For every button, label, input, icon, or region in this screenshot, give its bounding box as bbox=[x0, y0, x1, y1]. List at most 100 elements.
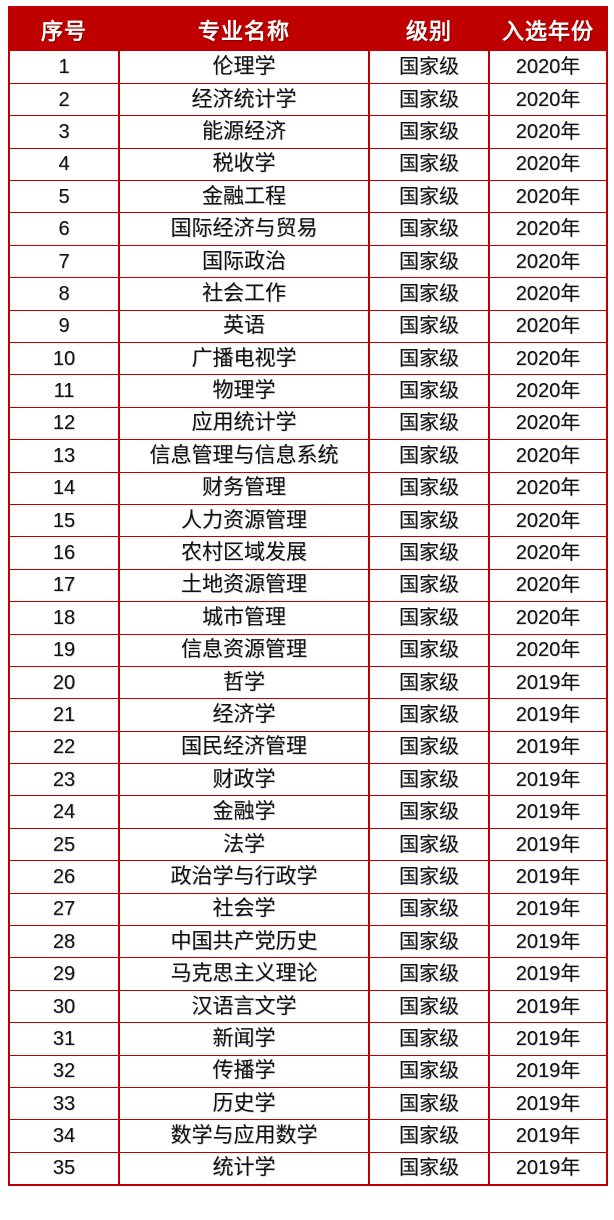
cell-year: 2020年 bbox=[488, 51, 608, 84]
cell-index: 11 bbox=[8, 374, 120, 408]
cell-year: 2020年 bbox=[488, 439, 608, 473]
table-row: 30 汉语言文学 国家级 2019年 bbox=[8, 989, 608, 1024]
cell-level: 国家级 bbox=[368, 342, 490, 376]
table-header: 序号 专业名称 级别 入选年份 bbox=[9, 7, 607, 51]
table-row: 9 英语 国家级 2020年 bbox=[8, 309, 608, 344]
cell-level: 国家级 bbox=[368, 277, 490, 311]
cell-level: 国家级 bbox=[368, 892, 490, 927]
table-row: 34 数学与应用数学 国家级 2019年 bbox=[8, 1119, 608, 1153]
cell-index: 30 bbox=[8, 989, 120, 1024]
cell-year: 2020年 bbox=[488, 503, 608, 538]
cell-index: 33 bbox=[8, 1086, 120, 1121]
cell-level: 国家级 bbox=[368, 471, 490, 505]
cell-name: 传播学 bbox=[118, 1054, 370, 1089]
table-row: 28 中国共产党历史 国家级 2019年 bbox=[8, 925, 608, 959]
cell-name: 历史学 bbox=[118, 1086, 370, 1121]
table-body: 1 伦理学 国家级 2020年 2 经济统计学 国家级 2020年 3 能源经济 国家级 2020年 4… bbox=[8, 51, 608, 1186]
column-header-level: 级别 bbox=[368, 7, 489, 51]
cell-index: 28 bbox=[8, 925, 120, 959]
cell-level: 国家级 bbox=[368, 665, 490, 700]
cell-name: 汉语言文学 bbox=[118, 989, 370, 1024]
cell-name: 马克思主义理论 bbox=[118, 957, 370, 991]
cell-index: 14 bbox=[8, 471, 120, 505]
cell-year: 2019年 bbox=[488, 1086, 608, 1121]
cell-level: 国家级 bbox=[368, 1022, 490, 1056]
cell-name: 城市管理 bbox=[118, 601, 370, 635]
cell-name: 信息管理与信息系统 bbox=[118, 439, 370, 473]
table-row: 35 统计学 国家级 2019年 bbox=[8, 1151, 608, 1186]
column-header-index: 序号 bbox=[9, 7, 119, 51]
column-header-name: 专业名称 bbox=[118, 7, 369, 51]
header-row: 序号 专业名称 级别 入选年份 bbox=[9, 7, 607, 51]
cell-name: 英语 bbox=[118, 309, 370, 344]
cell-year: 2020年 bbox=[488, 309, 608, 344]
cell-name: 国际经济与贸易 bbox=[118, 212, 370, 246]
cell-index: 20 bbox=[8, 665, 120, 700]
cell-level: 国家级 bbox=[368, 633, 490, 667]
cell-year: 2020年 bbox=[488, 536, 608, 570]
cell-level: 国家级 bbox=[368, 1119, 490, 1153]
table-row: 17 土地资源管理 国家级 2020年 bbox=[8, 568, 608, 603]
cell-name: 法学 bbox=[118, 827, 370, 862]
table-row: 24 金融学 国家级 2019年 bbox=[8, 795, 608, 829]
table-row: 10 广播电视学 国家级 2020年 bbox=[8, 342, 608, 376]
table-row: 22 国民经济管理 国家级 2019年 bbox=[8, 730, 608, 765]
cell-level: 国家级 bbox=[368, 568, 490, 603]
cell-year: 2019年 bbox=[488, 989, 608, 1024]
cell-name: 信息资源管理 bbox=[118, 633, 370, 667]
cell-year: 2019年 bbox=[488, 860, 608, 894]
cell-index: 13 bbox=[8, 439, 120, 473]
cell-name: 哲学 bbox=[118, 665, 370, 700]
cell-year: 2019年 bbox=[488, 827, 608, 862]
cell-index: 10 bbox=[8, 342, 120, 376]
cell-year: 2020年 bbox=[488, 374, 608, 408]
cell-index: 19 bbox=[8, 633, 120, 667]
cell-year: 2020年 bbox=[488, 471, 608, 505]
cell-index: 31 bbox=[8, 1022, 120, 1056]
cell-name: 农村区域发展 bbox=[118, 536, 370, 570]
cell-name: 国民经济管理 bbox=[118, 730, 370, 765]
cell-year: 2019年 bbox=[488, 1054, 608, 1089]
cell-year: 2019年 bbox=[488, 1151, 608, 1186]
column-header-year: 入选年份 bbox=[488, 7, 607, 51]
cell-name: 经济学 bbox=[118, 698, 370, 732]
cell-index: 35 bbox=[8, 1151, 120, 1186]
cell-level: 国家级 bbox=[368, 730, 490, 765]
cell-level: 国家级 bbox=[368, 115, 490, 149]
cell-year: 2020年 bbox=[488, 342, 608, 376]
cell-name: 社会学 bbox=[118, 892, 370, 927]
cell-index: 17 bbox=[8, 568, 120, 603]
cell-year: 2020年 bbox=[488, 115, 608, 149]
cell-index: 18 bbox=[8, 601, 120, 635]
cell-year: 2020年 bbox=[488, 601, 608, 635]
cell-name: 社会工作 bbox=[118, 277, 370, 311]
cell-level: 国家级 bbox=[368, 309, 490, 344]
cell-index: 1 bbox=[8, 51, 120, 84]
cell-name: 土地资源管理 bbox=[118, 568, 370, 603]
cell-name: 经济统计学 bbox=[118, 82, 370, 117]
cell-index: 4 bbox=[8, 147, 120, 182]
cell-year: 2019年 bbox=[488, 795, 608, 829]
cell-name: 伦理学 bbox=[118, 51, 370, 84]
cell-year: 2020年 bbox=[488, 633, 608, 667]
cell-year: 2020年 bbox=[488, 180, 608, 214]
cell-level: 国家级 bbox=[368, 212, 490, 246]
cell-index: 7 bbox=[8, 244, 120, 279]
cell-year: 2019年 bbox=[488, 665, 608, 700]
table-row: 7 国际政治 国家级 2020年 bbox=[8, 244, 608, 279]
cell-year: 2019年 bbox=[488, 892, 608, 927]
cell-level: 国家级 bbox=[368, 1054, 490, 1089]
cell-level: 国家级 bbox=[368, 860, 490, 894]
cell-level: 国家级 bbox=[368, 503, 490, 538]
cell-index: 9 bbox=[8, 309, 120, 344]
cell-index: 12 bbox=[8, 406, 120, 441]
cell-index: 32 bbox=[8, 1054, 120, 1089]
table-row: 11 物理学 国家级 2020年 bbox=[8, 374, 608, 408]
cell-level: 国家级 bbox=[368, 51, 490, 84]
cell-name: 应用统计学 bbox=[118, 406, 370, 441]
cell-name: 国际政治 bbox=[118, 244, 370, 279]
table-row: 13 信息管理与信息系统 国家级 2020年 bbox=[8, 439, 608, 473]
cell-name: 统计学 bbox=[118, 1151, 370, 1186]
cell-level: 国家级 bbox=[368, 439, 490, 473]
cell-index: 6 bbox=[8, 212, 120, 246]
